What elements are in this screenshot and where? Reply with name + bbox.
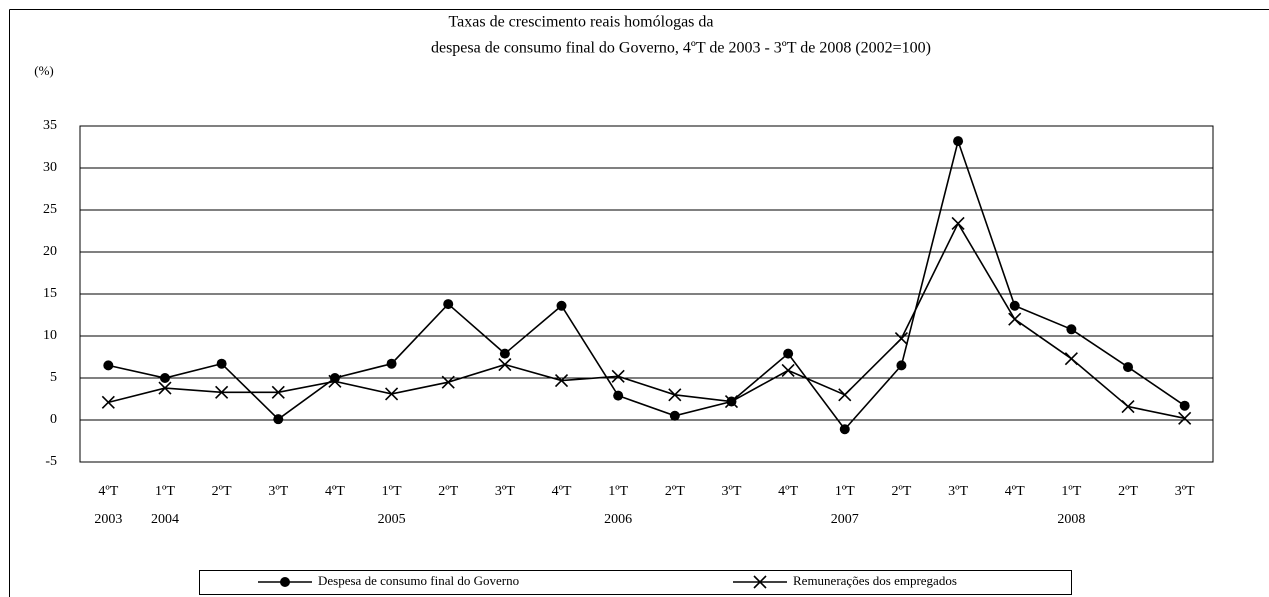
point-marker — [103, 360, 114, 371]
y-tick-label: 15 — [43, 286, 57, 301]
point-marker — [498, 357, 512, 372]
point-marker — [329, 373, 340, 383]
point-marker — [781, 363, 795, 378]
point-marker — [441, 375, 455, 389]
point-marker — [328, 374, 342, 388]
x-year-label: 2007 — [831, 512, 859, 527]
point-marker — [386, 358, 397, 369]
x-year-label: 2005 — [378, 512, 406, 527]
legend-box — [199, 570, 1072, 595]
point-marker — [1121, 399, 1135, 414]
point-marker — [1008, 312, 1022, 326]
legend-label: Remunerações dos empregados — [793, 573, 957, 588]
point-marker — [271, 385, 285, 399]
y-tick-label: 20 — [43, 244, 57, 259]
point-marker — [499, 348, 510, 359]
point-marker — [554, 373, 569, 388]
x-tick-label: 3ºT — [1175, 484, 1195, 499]
legend-marker — [280, 577, 290, 587]
x-tick-label: 3ºT — [722, 484, 742, 499]
x-year-label: 2003 — [94, 512, 122, 527]
point-marker — [1064, 352, 1078, 366]
legend-marker — [753, 575, 767, 589]
point-marker — [158, 381, 172, 395]
y-tick-label: 0 — [50, 412, 57, 427]
point-marker — [216, 358, 227, 369]
series-line — [108, 138, 1186, 431]
chart-subtitle: despesa de consumo final do Governo, 4ºT… — [431, 40, 931, 57]
point-marker — [1066, 324, 1077, 335]
x-tick-label: 2ºT — [212, 484, 232, 499]
chart-title: Taxas de crescimento reais homólogas da — [448, 14, 713, 31]
point-marker — [556, 300, 567, 311]
y-tick-label: 5 — [50, 370, 57, 385]
point-marker — [159, 373, 170, 383]
legend-label: Despesa de consumo final do Governo — [318, 573, 519, 588]
point-marker — [273, 414, 284, 425]
point-marker — [1009, 300, 1020, 311]
point-marker — [951, 216, 965, 231]
x-tick-label: 1ºT — [382, 484, 402, 499]
x-tick-label: 4ºT — [98, 484, 118, 499]
x-tick-label: 4ºT — [325, 484, 345, 499]
point-marker — [838, 388, 852, 402]
x-tick-label: 2ºT — [891, 484, 911, 499]
series-line — [108, 221, 1185, 420]
y-tick-label: 30 — [43, 160, 57, 175]
point-marker — [839, 424, 850, 435]
point-marker — [613, 390, 624, 401]
y-tick-label: -5 — [45, 454, 57, 469]
x-tick-label: 2ºT — [438, 484, 458, 499]
x-tick-label: 4ºT — [1005, 484, 1025, 499]
point-marker — [894, 331, 908, 346]
x-tick-label: 3ºT — [495, 484, 515, 499]
y-axis-label: (%) — [34, 63, 54, 78]
x-tick-label: 3ºT — [268, 484, 288, 499]
point-marker — [669, 410, 680, 421]
y-tick-label: 35 — [43, 118, 57, 133]
plot-area — [79, 125, 1214, 463]
point-marker — [724, 394, 739, 409]
point-marker — [953, 136, 964, 147]
x-tick-label: 1ºT — [835, 484, 855, 499]
point-marker — [443, 299, 454, 310]
x-year-label: 2004 — [151, 512, 179, 527]
x-year-label: 2008 — [1057, 512, 1085, 527]
point-marker — [783, 348, 794, 359]
x-tick-label: 4ºT — [552, 484, 572, 499]
point-marker — [1123, 362, 1134, 373]
point-marker — [611, 369, 625, 383]
x-tick-label: 1ºT — [608, 484, 628, 499]
point-marker — [385, 387, 399, 401]
x-tick-label: 1ºT — [155, 484, 175, 499]
point-marker — [896, 360, 907, 371]
x-tick-label: 1ºT — [1061, 484, 1081, 499]
point-marker — [215, 385, 229, 399]
y-tick-label: 25 — [43, 202, 57, 217]
point-marker — [101, 395, 115, 409]
x-tick-label: 2ºT — [1118, 484, 1138, 499]
x-tick-label: 3ºT — [948, 484, 968, 499]
x-tick-label: 4ºT — [778, 484, 798, 499]
point-marker — [1178, 411, 1192, 425]
point-marker — [1179, 400, 1190, 411]
x-year-label: 2006 — [604, 512, 632, 527]
y-tick-label: 10 — [43, 328, 57, 343]
x-tick-label: 2ºT — [665, 484, 685, 499]
point-marker — [668, 388, 682, 402]
